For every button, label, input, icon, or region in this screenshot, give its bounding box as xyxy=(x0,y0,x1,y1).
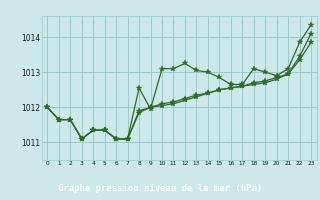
Text: Graphe pression niveau de la mer (hPa): Graphe pression niveau de la mer (hPa) xyxy=(58,184,262,193)
